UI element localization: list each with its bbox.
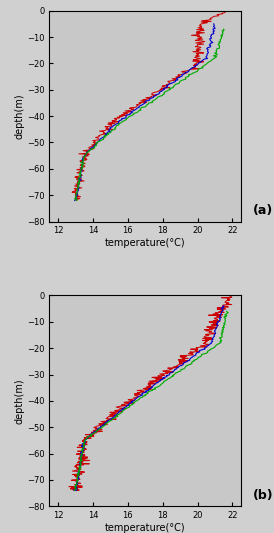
X-axis label: temperature(°C): temperature(°C): [105, 523, 185, 533]
Y-axis label: depth(m): depth(m): [14, 378, 24, 424]
Y-axis label: depth(m): depth(m): [14, 93, 24, 139]
Text: (a): (a): [253, 204, 273, 217]
Text: (b): (b): [253, 489, 273, 502]
X-axis label: temperature(°C): temperature(°C): [105, 238, 185, 248]
